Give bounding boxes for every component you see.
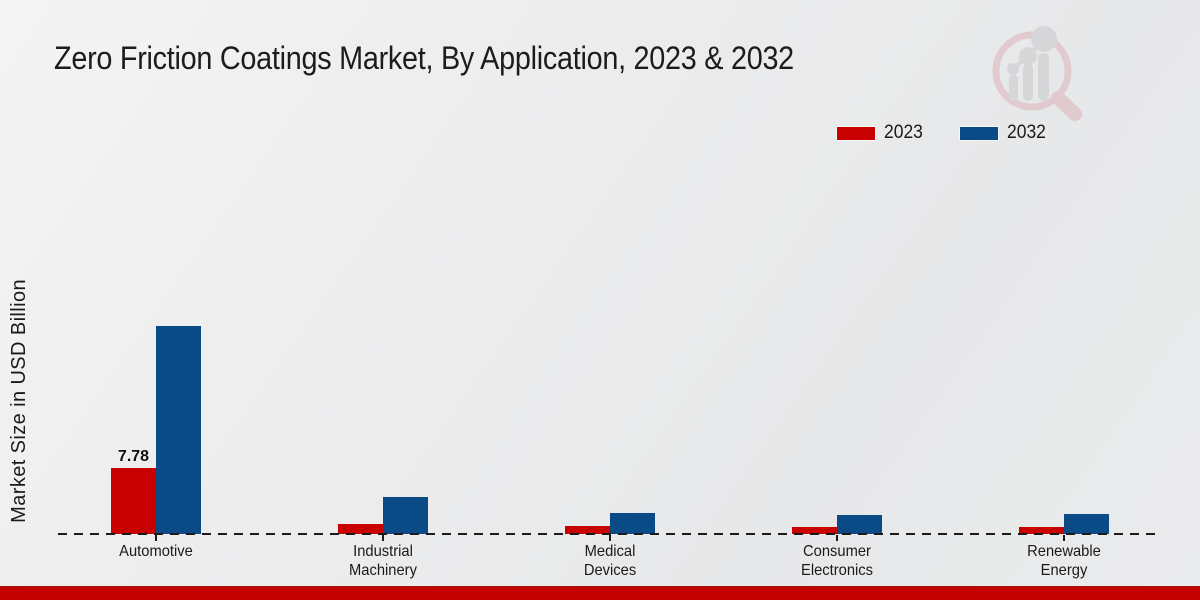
data-label-2023-automotive: 7.78 xyxy=(117,448,150,465)
footer-accent-bar xyxy=(0,586,1200,600)
category-label-medical-devices: Medical Devices xyxy=(583,543,637,579)
legend-label-2032: 2032 xyxy=(1007,122,1047,143)
bar-2032-renewable-energy xyxy=(1064,514,1109,534)
legend-swatch-2023 xyxy=(837,126,875,140)
market-research-future-logo-icon xyxy=(992,26,1082,121)
bar-2023-industrial-machinery xyxy=(338,524,383,534)
legend-swatch-2032 xyxy=(960,126,999,140)
category-label-industrial-machinery: Industrial Machinery xyxy=(349,543,417,579)
bar-2023-renewable-energy xyxy=(1019,527,1064,534)
bar-2023-consumer-electronics xyxy=(792,527,837,534)
bar-2032-automotive xyxy=(156,326,201,534)
category-label-automotive: Automotive xyxy=(119,543,193,560)
x-axis-baseline xyxy=(58,533,1160,535)
legend: 2023 2032 xyxy=(837,122,1084,144)
bar-2032-industrial-machinery xyxy=(383,497,428,534)
bar-2032-consumer-electronics xyxy=(837,515,882,534)
chart-title: Zero Friction Coatings Market, By Applic… xyxy=(54,40,794,76)
bar-2023-medical-devices xyxy=(565,526,610,534)
category-label-consumer-electronics: Consumer Electronics xyxy=(801,543,873,579)
legend-item-2023: 2023 xyxy=(837,122,926,144)
x-tick-consumer-electronics xyxy=(836,535,838,541)
category-label-renewable-energy: Renewable Energy xyxy=(1027,543,1101,579)
bar-2023-automotive xyxy=(111,468,156,534)
legend-label-2023: 2023 xyxy=(884,122,923,143)
x-tick-renewable-energy xyxy=(1063,535,1065,541)
x-tick-industrial-machinery xyxy=(382,535,384,541)
legend-item-2032: 2032 xyxy=(960,122,1049,144)
x-tick-medical-devices xyxy=(609,535,611,541)
bar-2032-medical-devices xyxy=(610,513,655,534)
x-tick-automotive xyxy=(155,535,157,541)
